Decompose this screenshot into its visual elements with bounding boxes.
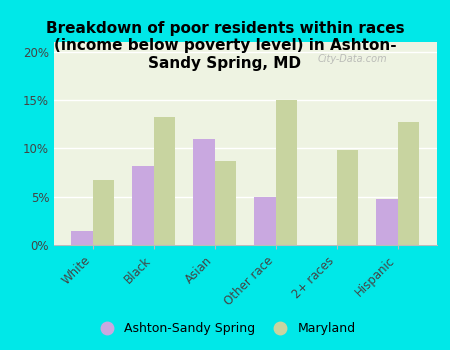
Text: Breakdown of poor residents within races
(income below poverty level) in Ashton-: Breakdown of poor residents within races… — [46, 21, 404, 71]
Bar — [132, 166, 154, 245]
Bar — [276, 100, 297, 245]
Bar — [93, 180, 114, 245]
Legend: Ashton-Sandy Spring, Maryland: Ashton-Sandy Spring, Maryland — [89, 317, 361, 340]
Bar — [72, 231, 93, 245]
Text: City-Data.com: City-Data.com — [318, 54, 387, 64]
Bar — [154, 117, 175, 245]
Bar — [398, 122, 419, 245]
Bar — [194, 139, 215, 245]
Bar — [376, 198, 398, 245]
Bar — [337, 150, 358, 245]
Bar — [254, 197, 276, 245]
Bar — [215, 161, 236, 245]
